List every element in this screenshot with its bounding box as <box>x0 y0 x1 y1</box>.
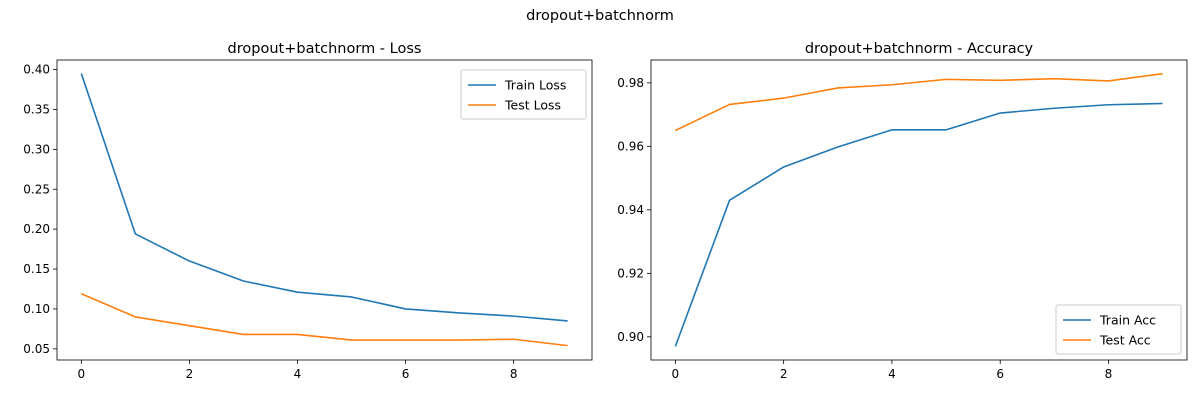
legend: Train Acc Test Acc <box>1055 304 1182 355</box>
series-line-test-loss <box>81 293 568 347</box>
series-line-test-acc <box>675 72 1163 132</box>
x-tick-label: 4 <box>888 367 896 381</box>
y-tick-label: 0.92 <box>617 266 644 280</box>
x-tick-label: 0 <box>672 367 680 381</box>
y-tick-label: 0.96 <box>617 139 644 153</box>
legend-label: Test Acc <box>1099 333 1151 348</box>
y-tick-label: 0.40 <box>23 63 50 77</box>
y-tick-label: 0.35 <box>23 102 50 116</box>
series-line-train-acc <box>674 102 1163 347</box>
y-tick-label: 0.98 <box>617 76 644 90</box>
subplot-title: dropout+batchnorm - Accuracy <box>805 41 1034 57</box>
legend-box <box>1055 304 1182 355</box>
legend-label: Train Loss <box>504 78 566 93</box>
figure-suptitle: dropout+batchnorm <box>526 8 674 24</box>
x-tick-label: 0 <box>77 367 85 381</box>
y-tick-label: 0.94 <box>617 203 644 217</box>
axes-frame <box>56 59 593 361</box>
x-tick-label: 4 <box>294 367 302 381</box>
y-tick-label: 0.90 <box>617 330 644 344</box>
y-tick-label: 0.20 <box>23 222 50 236</box>
x-tick-label: 8 <box>1105 367 1113 381</box>
subplot-title: dropout+batchnorm - Loss <box>228 41 422 57</box>
legend-label: Train Acc <box>1099 313 1156 328</box>
x-tick-label: 8 <box>510 367 518 381</box>
legend-label: Test Loss <box>504 98 561 113</box>
y-tick-label: 0.05 <box>23 342 50 356</box>
x-tick-label: 6 <box>996 367 1004 381</box>
series-line-train-loss <box>80 73 568 322</box>
y-tick-label: 0.25 <box>23 182 50 196</box>
x-tick-label: 6 <box>402 367 410 381</box>
y-tick-label: 0.10 <box>23 302 50 316</box>
x-tick-label: 2 <box>780 367 788 381</box>
legend-box <box>460 69 587 120</box>
legend: Train Loss Test Loss <box>460 69 587 120</box>
x-tick-label: 2 <box>186 367 194 381</box>
subplot-1: dropout+batchnorm - Loss 0 2 4 6 8 0.05 0.10 0.1… <box>23 41 593 381</box>
y-tick-label: 0.30 <box>23 142 50 156</box>
subplot-2: dropout+batchnorm - Accuracy 0 2 4 6 8 0.90 0.9… <box>617 41 1188 381</box>
y-tick-label: 0.15 <box>23 262 50 276</box>
